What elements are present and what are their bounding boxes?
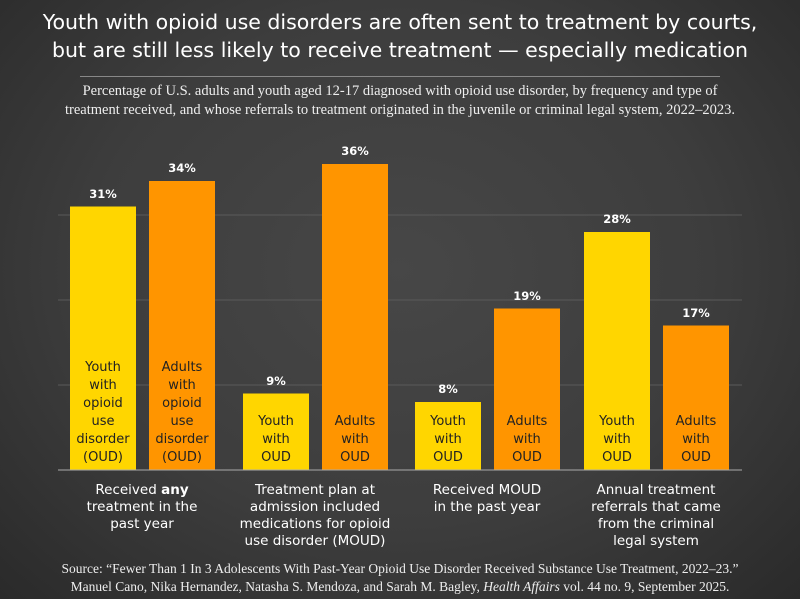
bar-label-line: disorder	[155, 432, 209, 447]
bar-label-line: OUD	[433, 450, 463, 465]
value-label: 9%	[266, 373, 286, 388]
category-line: legal system	[613, 533, 699, 549]
bar-youth-2	[415, 402, 481, 470]
bar-label-line: with	[434, 432, 462, 447]
subtitle-line-2: treatment received, and whose referrals …	[65, 102, 735, 118]
bar-youth-0	[70, 206, 136, 470]
source-authors: Manuel Cano, Nika Hernandez, Natasha S. …	[70, 579, 484, 594]
value-label: 31%	[89, 186, 117, 201]
category-text: Treatment plan at	[255, 482, 375, 498]
bar-label-line: opioid	[83, 396, 123, 411]
bar-youth-1	[243, 393, 309, 470]
category-label: Received any treatment in the past year	[57, 482, 227, 533]
source-line-1: Source: “Fewer Than 1 In 3 Adolescents W…	[61, 561, 739, 576]
source-journal: Health Affairs	[483, 579, 560, 594]
bar-label-line: OUD	[512, 450, 542, 465]
chart-subtitle: Percentage of U.S. adults and youth aged…	[20, 82, 780, 120]
bar-label: Adults with OUD	[494, 413, 560, 467]
bar-label: Youth with OUD	[243, 413, 309, 467]
category-label: Treatment plan at admission included medic…	[230, 482, 400, 550]
bar-youth-3	[584, 232, 650, 470]
category-line: past year	[110, 516, 174, 532]
category-emphasis: any	[161, 482, 189, 498]
category-line: admission included	[249, 499, 381, 515]
bar-label: Adults with opioid use disorder (OUD)	[149, 359, 215, 467]
category-label: Annual treatment referrals that came from …	[571, 482, 741, 550]
category-line: Treatment plan at	[230, 482, 400, 499]
bar-label-line: use	[170, 414, 194, 429]
bar-label-line: OUD	[602, 450, 632, 465]
bar-label-line: use	[91, 414, 115, 429]
bar-label-line: OUD	[340, 450, 370, 465]
bar-label-line: with	[513, 432, 541, 447]
bar-label: Youth with OUD	[584, 413, 650, 467]
bar-adults-1	[322, 164, 388, 470]
bar-adults-3	[663, 325, 729, 470]
bar-label: Youth with opioid use disorder (OUD)	[70, 359, 136, 467]
bar-label-line: Adults	[506, 414, 548, 429]
bar-label-line: OUD	[261, 450, 291, 465]
bar-label-line: opioid	[162, 396, 202, 411]
bar-label-line: with	[168, 378, 196, 393]
bar-label-line: with	[341, 432, 369, 447]
category-line: from the criminal	[597, 516, 715, 532]
bar-label-line: with	[682, 432, 710, 447]
title-line-2: but are still less likely to receive tre…	[52, 38, 748, 62]
bar-label-line: Adults	[334, 414, 376, 429]
category-line: medications for opioid	[239, 516, 391, 532]
value-label: 36%	[341, 144, 369, 158]
category-line: use disorder (MOUD)	[244, 533, 386, 549]
bar-label-line: with	[89, 378, 117, 393]
value-label: 28%	[603, 212, 631, 226]
category-text: Received	[95, 482, 162, 498]
source-note: Source: “Fewer Than 1 In 3 Adolescents W…	[0, 560, 800, 596]
bar-label-line: (OUD)	[83, 450, 123, 465]
category-line: Received MOUD	[402, 482, 572, 499]
category-label: Received MOUD in the past year	[402, 482, 572, 516]
bar-label-line: Youth	[258, 414, 294, 429]
source-volume: vol. 44 no. 9, September 2025.	[559, 579, 730, 594]
category-line: Annual treatment	[571, 482, 741, 499]
bar-label-line: Adults	[675, 414, 717, 429]
bar-label: Adults with OUD	[663, 413, 729, 467]
value-label: 19%	[513, 288, 541, 303]
title-divider	[80, 76, 720, 77]
bar-label-line: with	[262, 432, 290, 447]
bar-adults-2	[494, 308, 560, 470]
chart-title: Youth with opioid use disorders are ofte…	[0, 8, 800, 64]
bar-label: Youth with OUD	[415, 413, 481, 467]
bar-label: Adults with OUD	[322, 413, 388, 467]
category-text: Received MOUD	[432, 482, 542, 498]
value-label: 34%	[168, 161, 196, 175]
bar-label-line: disorder	[76, 432, 130, 447]
bar-label-line: with	[603, 432, 631, 447]
bar-label-line: Youth	[85, 360, 121, 375]
bar-label-line: Adults	[161, 360, 203, 375]
category-line: treatment in the	[86, 499, 198, 515]
category-line: Received any	[57, 482, 227, 499]
bar-adults-0	[149, 181, 215, 470]
bar-label-line: Youth	[599, 414, 635, 429]
category-line: referrals that came	[591, 499, 721, 515]
category-text: Annual treatment	[596, 482, 716, 498]
title-line-1: Youth with opioid use disorders are ofte…	[42, 10, 758, 34]
bar-label-line: Youth	[430, 414, 466, 429]
value-label: 17%	[682, 305, 710, 320]
category-line: in the past year	[433, 499, 541, 515]
bar-label-line: (OUD)	[162, 450, 202, 465]
value-label: 8%	[438, 382, 458, 396]
bar-label-line: OUD	[681, 450, 711, 465]
subtitle-line-1: Percentage of U.S. adults and youth aged…	[82, 83, 718, 99]
